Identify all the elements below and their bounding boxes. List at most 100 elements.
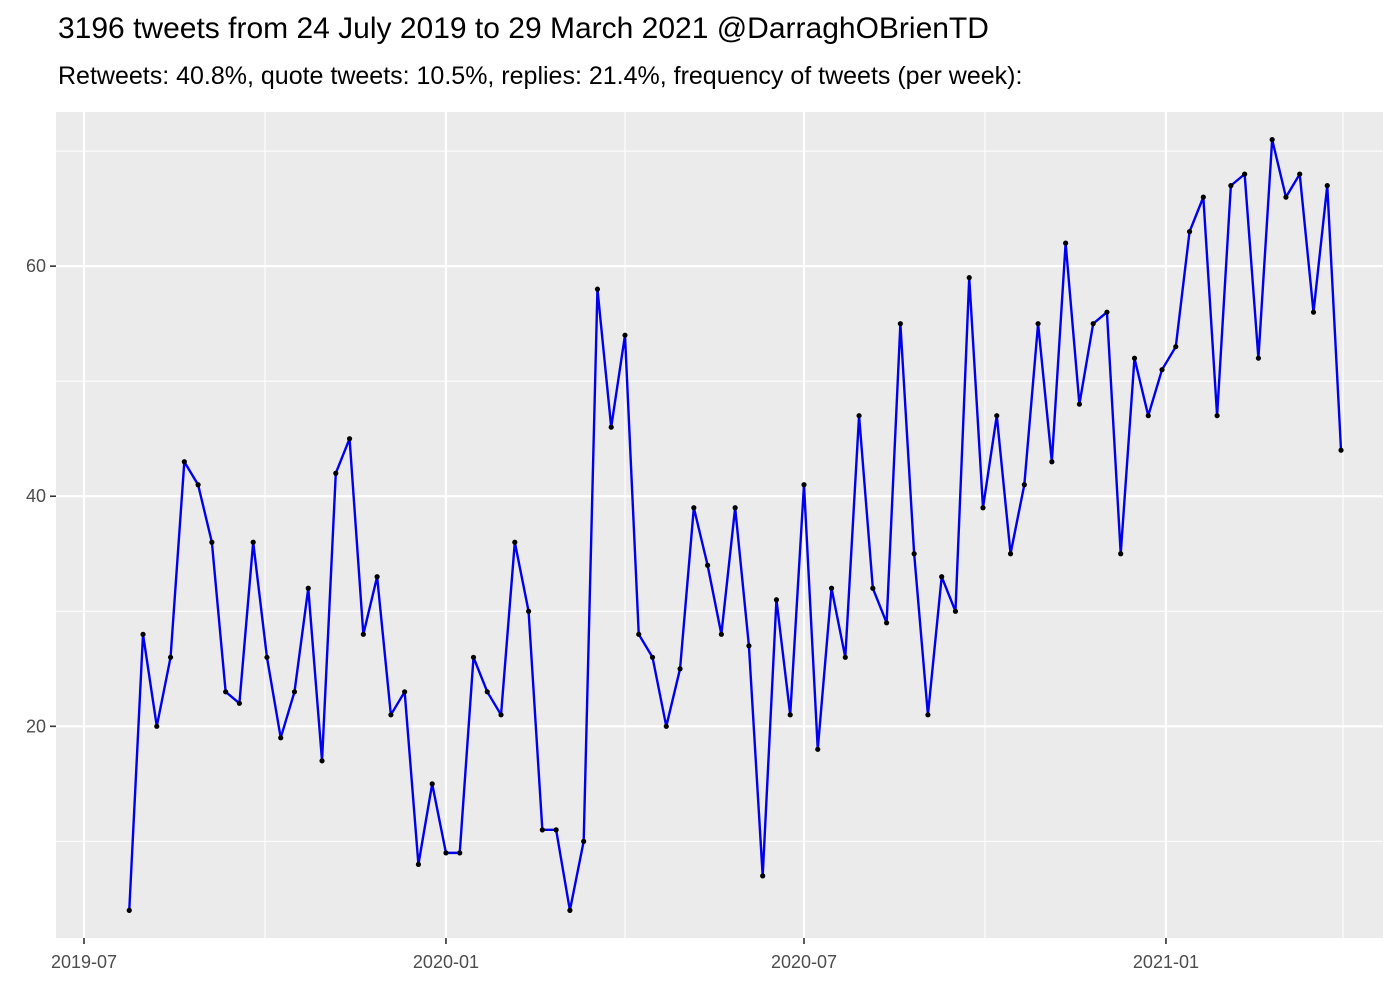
data-point (787, 712, 793, 718)
data-point (980, 505, 986, 511)
data-point (884, 620, 890, 626)
data-point (567, 907, 573, 913)
data-point (1255, 355, 1262, 361)
data-point (760, 873, 766, 879)
y-tick-label: 60 (26, 256, 46, 276)
data-point (154, 723, 160, 729)
data-point (443, 850, 449, 856)
data-point (1049, 459, 1055, 465)
chart-title: 3196 tweets from 24 July 2019 to 29 Marc… (58, 12, 989, 45)
data-point (801, 482, 807, 488)
data-point (966, 275, 972, 281)
data-point (402, 689, 408, 695)
data-point (319, 758, 325, 764)
data-point (1076, 401, 1082, 407)
data-point (374, 574, 380, 580)
data-point (1338, 447, 1344, 453)
data-point (209, 539, 215, 545)
data-point (856, 413, 862, 419)
data-point (1021, 482, 1027, 488)
data-point (842, 654, 848, 660)
data-point (1159, 367, 1165, 373)
data-point (126, 907, 132, 913)
data-point (470, 654, 477, 660)
data-point (994, 413, 1000, 419)
data-point (1007, 551, 1014, 557)
data-point (939, 574, 945, 580)
data-point (525, 608, 532, 614)
data-point (952, 608, 959, 614)
data-point (498, 712, 504, 718)
data-point (539, 827, 545, 833)
data-point (140, 631, 146, 637)
plot-panel (56, 112, 1383, 938)
data-point (746, 643, 752, 649)
data-point (305, 585, 311, 591)
data-point (705, 562, 711, 568)
data-point (1145, 413, 1151, 419)
data-point (677, 666, 683, 672)
major-gridlines (56, 112, 1383, 938)
data-point (691, 505, 697, 511)
data-point (1035, 321, 1041, 327)
data-point (718, 631, 724, 637)
data-point (181, 459, 187, 465)
data-point (925, 712, 931, 718)
data-point (1242, 171, 1248, 177)
data-point (484, 689, 490, 695)
data-point (897, 321, 903, 327)
data-point (1104, 309, 1110, 315)
data-point (223, 689, 229, 695)
data-point (388, 712, 394, 718)
data-point (1090, 321, 1096, 327)
data-point (278, 735, 284, 741)
data-point (828, 585, 835, 591)
data-point (195, 482, 201, 488)
y-tick-label: 20 (26, 716, 46, 736)
data-point (236, 700, 243, 706)
x-tick-label: 2021-01 (1133, 952, 1199, 972)
data-point (415, 861, 422, 867)
data-point (911, 551, 917, 557)
data-point (636, 631, 642, 637)
x-tick-label: 2020-01 (413, 952, 479, 972)
data-point (457, 850, 463, 856)
minor-gridlines (56, 112, 1383, 938)
data-point (1310, 309, 1317, 315)
data-point (1131, 355, 1138, 361)
data-point (250, 539, 256, 545)
data-point (1063, 240, 1069, 246)
data-point (581, 838, 587, 844)
y-axis: 20 40 60 (26, 256, 56, 736)
data-point (333, 470, 339, 476)
x-tick-label: 2019-07 (51, 952, 117, 972)
x-axis: 2019-07 2020-01 2020-07 2021-01 (51, 938, 1199, 972)
data-point (429, 781, 435, 787)
x-tick-label: 2020-07 (771, 952, 837, 972)
data-point (1118, 551, 1124, 557)
data-point (1186, 229, 1193, 235)
data-point (1297, 171, 1303, 177)
data-point (1283, 194, 1289, 200)
data-point (622, 332, 628, 338)
data-point (870, 585, 876, 591)
data-point (346, 436, 353, 442)
data-point (649, 654, 656, 660)
data-point (815, 746, 821, 752)
data-point (512, 539, 518, 545)
data-point (553, 827, 559, 833)
data-point (594, 286, 601, 292)
data-point (1228, 183, 1234, 189)
data-point (608, 424, 614, 430)
data-point (1173, 344, 1179, 350)
data-point (360, 631, 366, 637)
data-point (773, 597, 780, 603)
points-layer (126, 137, 1344, 913)
data-point (1214, 413, 1220, 419)
data-point (291, 689, 298, 695)
data-point (167, 654, 174, 660)
chart-subtitle: Retweets: 40.8%, quote tweets: 10.5%, re… (58, 62, 1023, 90)
data-point (1269, 137, 1275, 143)
data-point (264, 654, 270, 660)
